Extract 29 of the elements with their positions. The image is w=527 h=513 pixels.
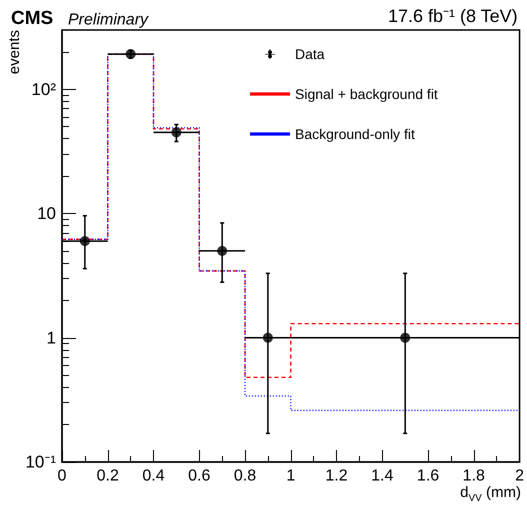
point xyxy=(80,236,90,246)
x-tick-label: 2 xyxy=(515,468,524,484)
legend-label: Data xyxy=(295,46,325,62)
point xyxy=(126,49,136,60)
x-tick-label: 1 xyxy=(286,468,296,484)
point xyxy=(217,246,228,256)
chart-subtitle: Preliminary xyxy=(68,12,150,28)
x-tick-label: 1.8 xyxy=(462,468,486,484)
y-tick-label: 10² xyxy=(31,80,56,99)
y-tick-label: 10 xyxy=(37,204,56,224)
x-tick-label: 0.2 xyxy=(96,468,119,484)
legend-label: Background-only fit xyxy=(295,126,415,142)
point xyxy=(262,332,273,343)
text: 17.6 fb⁻¹ (8 TeV) xyxy=(388,6,518,26)
x-tick-label: 1.6 xyxy=(416,468,440,484)
point xyxy=(400,332,410,343)
x-axis-title: d$_{VV}$ (mm) xyxy=(460,484,521,504)
x-tick-label: 1.4 xyxy=(371,468,394,484)
y-axis-title: events xyxy=(6,30,23,74)
y-tick-label: 1 xyxy=(46,328,56,348)
legend-label: Signal + background fit xyxy=(295,86,438,102)
chart-title: CMS xyxy=(11,8,54,29)
x-tick-label: 1.2 xyxy=(325,468,348,484)
y-tick-label: 10⁻¹ xyxy=(25,452,56,472)
x-tick-label: 0.8 xyxy=(234,468,256,484)
x-tick-label: 0.4 xyxy=(142,468,165,484)
x-tick-label: 0.6 xyxy=(188,468,210,484)
point xyxy=(171,127,182,138)
x-tick-label: 0 xyxy=(58,468,67,484)
